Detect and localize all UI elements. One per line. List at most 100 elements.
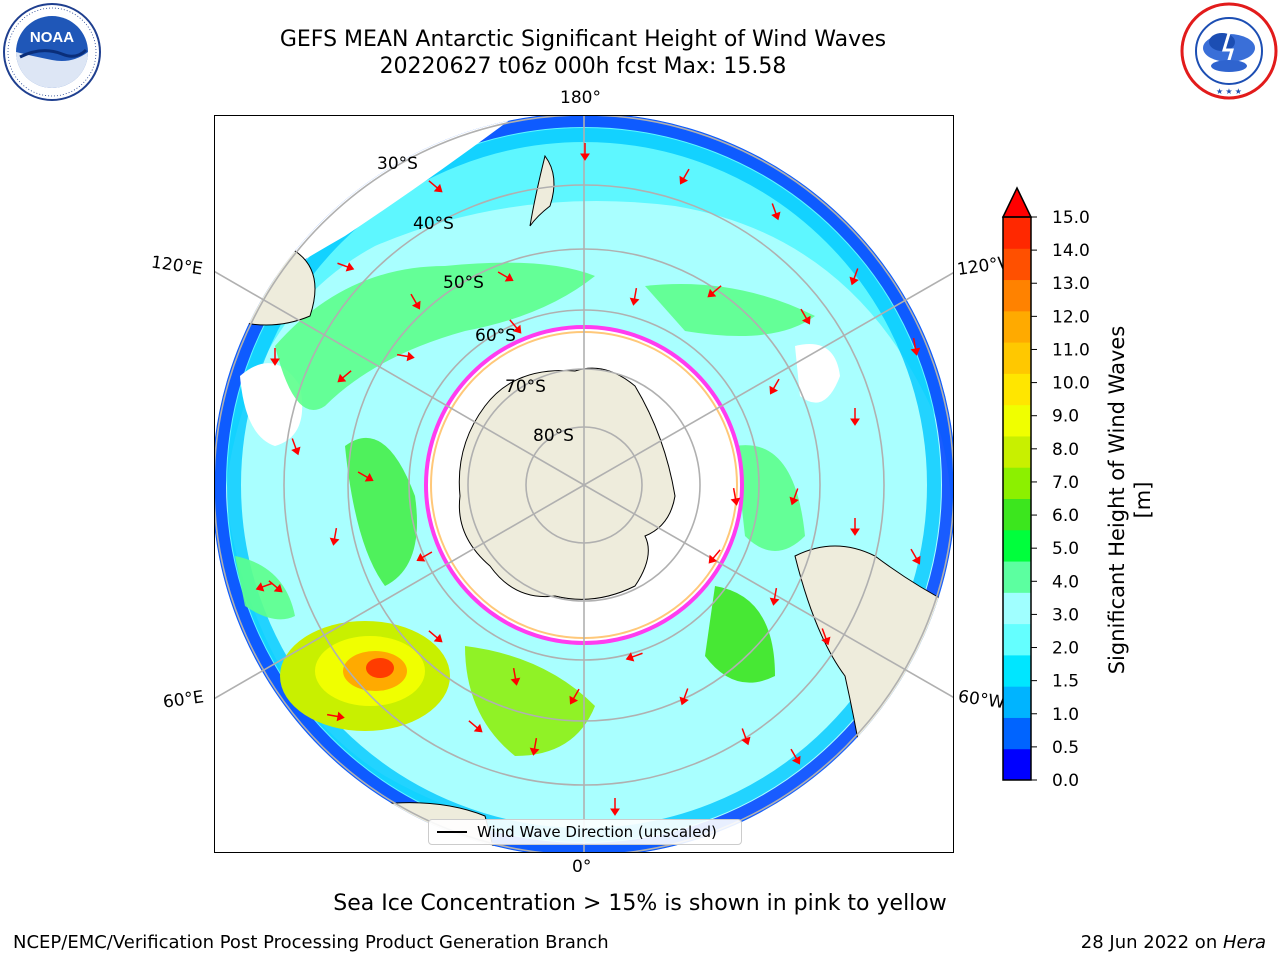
wind-arrow [268, 580, 283, 593]
colorbar-segment [1003, 467, 1031, 499]
legend-label: Wind Wave Direction (unscaled) [477, 823, 717, 841]
wind-arrow [629, 287, 640, 306]
nws-logo: ★ ★ ★ [1180, 2, 1278, 100]
wind-arrow [850, 518, 860, 536]
colorbar-segment [1003, 686, 1031, 718]
sea-ice-note: Sea Ice Concentration > 15% is shown in … [333, 891, 947, 916]
wind-arrow [741, 728, 751, 746]
wind-arrow [569, 688, 580, 705]
colorbar-segment [1003, 654, 1031, 687]
colorbar-segment [1003, 529, 1031, 562]
legend-line-icon [437, 831, 467, 833]
wind-arrow [270, 348, 280, 366]
lat-label-70s: 70°S [505, 377, 546, 397]
wind-arrow [821, 628, 831, 646]
footer-date: 28 Jun 2022 on Hera [1081, 932, 1266, 953]
wind-arrow [789, 488, 799, 506]
colorbar-segment [1003, 623, 1031, 656]
svg-text:★ ★ ★: ★ ★ ★ [1216, 87, 1242, 96]
colorbar-tick-label: 8.0 [1052, 440, 1079, 460]
footer-date-text: 28 Jun 2022 on [1080, 932, 1223, 953]
colorbar-segment [1003, 717, 1031, 750]
wind-arrow [255, 582, 273, 592]
map-canvas: 30°S 40°S 50°S 60°S 70°S 80°S [215, 116, 953, 852]
wind-arrow [708, 549, 721, 564]
footer-host: Hera [1222, 932, 1266, 953]
wind-arrow [428, 630, 443, 643]
colorbar-tick-label: 2.0 [1052, 639, 1079, 659]
wind-arrow [337, 262, 355, 272]
lat-label-60s: 60°S [475, 326, 516, 346]
colorbar-extend-arrow [1001, 186, 1033, 218]
africa-landmass [215, 735, 286, 817]
wind-arrow [326, 711, 345, 722]
colorbar-tick-label: 11.0 [1052, 340, 1090, 360]
new-zealand-landmass [529, 154, 555, 227]
meridian-label-120e: 120°E [149, 252, 204, 280]
wind-arrow [849, 268, 859, 286]
lat-label-40s: 40°S [413, 214, 454, 234]
australia-landmass [215, 244, 316, 326]
wind-arrow [707, 285, 722, 298]
antarctica-landmass [458, 367, 676, 600]
polar-map: 30°S 40°S 50°S 60°S 70°S 80°S Wind Wave … [214, 115, 954, 853]
noaa-logo: NOAA [3, 3, 101, 101]
colorbar-segment [1003, 748, 1031, 781]
wind-arrow [497, 271, 514, 282]
meridian-label-0: 0° [572, 857, 592, 877]
chart-title: GEFS MEAN Antarctic Significant Height o… [279, 27, 887, 52]
lat-label-50s: 50°S [443, 273, 484, 293]
colorbar-tick-label: 4.0 [1052, 572, 1079, 592]
colorbar-tick-label: 13.0 [1052, 274, 1090, 294]
wind-direction-arrows [255, 143, 921, 816]
wind-arrow [416, 551, 433, 562]
wind-arrow [291, 438, 301, 456]
colorbar-frame [1002, 216, 1032, 781]
colorbar-title: Significant Height of Wind Waves [m] [1105, 325, 1155, 675]
colorbar-tick-label: 14.0 [1052, 241, 1090, 261]
meridian-label-60e: 60°E [161, 687, 206, 713]
wind-arrow [730, 487, 741, 506]
wind-arrow [428, 180, 443, 193]
lat-label-30s: 30°S [377, 154, 418, 174]
wind-arrow [679, 168, 690, 185]
colorbar-tick-label: 1.0 [1052, 705, 1079, 725]
colorbar-tick-label: 15.0 [1052, 208, 1090, 228]
wind-arrow [679, 688, 689, 706]
wind-arrow [910, 548, 921, 565]
noaa-logo-text: NOAA [30, 29, 74, 46]
colorbar-tick-label: 0.5 [1052, 738, 1079, 758]
footer-branch: NCEP/EMC/Verification Post Processing Pr… [13, 932, 609, 953]
colorbar-tick-label: 3.0 [1052, 605, 1079, 625]
wind-arrow [769, 587, 780, 606]
wind-arrow [910, 337, 921, 356]
lat-label-80s: 80°S [533, 426, 574, 446]
colorbar-tick-label: 0.0 [1052, 771, 1079, 790]
colorbar-tick-label: 12.0 [1052, 307, 1090, 327]
colorbar-tick-label: 1.5 [1052, 672, 1079, 692]
wind-arrow [771, 203, 781, 221]
wind-arrow [580, 143, 590, 161]
colorbar-segment [1003, 561, 1031, 593]
graticule [215, 116, 953, 852]
wind-arrow [529, 737, 540, 756]
colorbar-segment [1003, 373, 1031, 406]
wind-arrow [510, 667, 521, 686]
colorbar-tick-label: 7.0 [1052, 473, 1079, 493]
wind-arrow [790, 748, 801, 765]
wind-arrow [396, 351, 415, 362]
map-legend: Wind Wave Direction (unscaled) [428, 819, 742, 845]
colorbar-segment [1003, 310, 1031, 343]
wind-arrow [468, 720, 483, 733]
colorbar-segment [1003, 404, 1031, 437]
colorbar-segment [1003, 279, 1031, 312]
colorbar-tick-label: 9.0 [1052, 407, 1079, 427]
colorbar-tick-label: 10.0 [1052, 374, 1090, 394]
colorbar-tick-label: 5.0 [1052, 539, 1079, 559]
colorbar-tick-label: 6.0 [1052, 506, 1079, 526]
colorbar-segment [1003, 435, 1031, 468]
colorbar-segment [1003, 248, 1031, 281]
wind-arrow [329, 527, 340, 546]
colorbar-segment [1003, 217, 1031, 249]
colorbar-segment [1003, 498, 1031, 531]
